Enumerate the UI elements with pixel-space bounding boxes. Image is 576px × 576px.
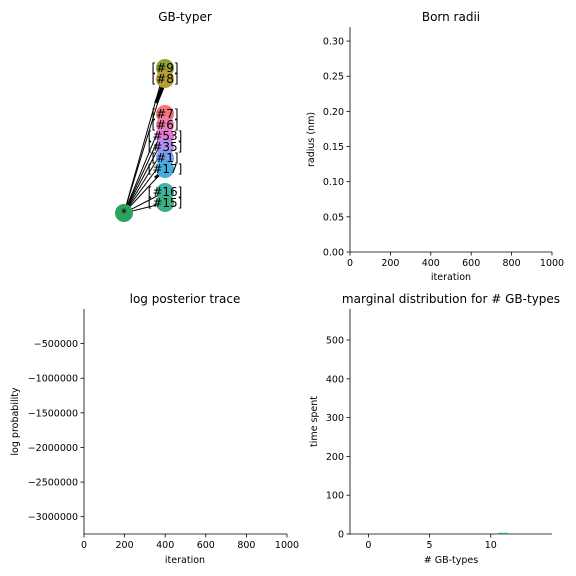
marginal-y-label: time spent bbox=[309, 396, 320, 447]
born-radii-x-tick-label: 600 bbox=[462, 258, 480, 269]
tree-node-label: [#9] bbox=[151, 61, 178, 75]
tree-edges bbox=[123, 67, 166, 214]
born-radii-y-tick-label: 0.30 bbox=[323, 37, 344, 48]
log-posterior-y-tick-label: −500000 bbox=[34, 339, 78, 350]
born-radii-x-ticks: 0 200 400 600 800 1000 bbox=[347, 252, 564, 269]
tree-node bbox=[156, 160, 174, 178]
tree-node-label: [#17] bbox=[148, 162, 183, 176]
born-radii-title: Born radii bbox=[422, 10, 480, 24]
born-radii-x-tick-label: 1000 bbox=[540, 258, 564, 269]
log-posterior-x-tick-label: 200 bbox=[116, 540, 134, 551]
log-posterior-y-tick-label: −1500000 bbox=[28, 408, 78, 419]
log-posterior-x-ticks: 0 200 400 600 800 1000 bbox=[81, 534, 299, 551]
marginal-y-tick-label: 0 bbox=[338, 530, 344, 541]
log-posterior-y-tick-label: −2500000 bbox=[28, 478, 78, 489]
marginal-distribution-title: marginal distribution for # GB-types bbox=[342, 292, 560, 306]
tree-edge bbox=[123, 67, 166, 214]
tree-node-label: [#53] bbox=[148, 129, 183, 143]
tree-nodes: [#9][#8] [#7][#6][#53][#35][#1][#17] [#16]… bbox=[115, 59, 182, 222]
gb-typer-panel: GB-typer [#9][#8][#7][#6][#53][#35][#1][… bbox=[115, 10, 212, 222]
marginal-y-tick-label: 100 bbox=[326, 491, 344, 502]
born-radii-y-label: radius (nm) bbox=[306, 112, 317, 167]
marginal-x-ticks: 0 5 10 bbox=[365, 534, 497, 551]
tree-node-label: [#6] bbox=[151, 118, 178, 132]
born-radii-y-tick-label: 0.15 bbox=[323, 142, 344, 153]
log-posterior-x-tick-label: 600 bbox=[197, 540, 215, 551]
log-posterior-y-tick-label: −3000000 bbox=[28, 512, 78, 523]
tree-node bbox=[156, 70, 174, 88]
marginal-distribution-panel: marginal distribution for # GB-types 0 5 1… bbox=[309, 292, 560, 566]
marginal-bar bbox=[498, 532, 508, 534]
marginal-y-tick-label: 200 bbox=[326, 452, 344, 463]
tree-node-label: [#8] bbox=[151, 72, 178, 86]
born-radii-x-tick-label: 0 bbox=[347, 258, 353, 269]
tree-node-label: [#16] bbox=[148, 185, 183, 199]
marginal-y-tick-label: 400 bbox=[326, 374, 344, 385]
marginal-bars bbox=[498, 532, 508, 534]
log-posterior-x-tick-label: 0 bbox=[81, 540, 87, 551]
born-radii-x-tick-label: 400 bbox=[422, 258, 440, 269]
marginal-y-ticks: 0 100 200 300 400 500 bbox=[326, 336, 350, 541]
log-posterior-y-ticks: −500000 −1000000 −1500000 −2000000 −2500000 −… bbox=[28, 339, 84, 523]
marginal-y-tick-label: 500 bbox=[326, 336, 344, 347]
born-radii-x-label: iteration bbox=[431, 272, 471, 283]
tree-node bbox=[156, 194, 174, 212]
born-radii-x-tick-label: 800 bbox=[503, 258, 521, 269]
log-posterior-y-tick-label: −1000000 bbox=[28, 374, 78, 385]
log-posterior-x-tick-label: 1000 bbox=[275, 540, 299, 551]
marginal-x-tick-label: 10 bbox=[485, 540, 497, 551]
marginal-x-label: # GB-types bbox=[424, 555, 479, 566]
born-radii-y-tick-label: 0.00 bbox=[323, 248, 344, 259]
tree-root-label: * bbox=[121, 206, 127, 220]
born-radii-y-tick-label: 0.10 bbox=[323, 177, 344, 188]
log-posterior-y-label: log probability bbox=[10, 387, 21, 456]
log-posterior-panel: log posterior trace 0 200 400 600 800 1000 −5… bbox=[10, 292, 299, 566]
tree-node-label: [#35] bbox=[148, 140, 183, 154]
tree-node-label: [#1] bbox=[151, 151, 178, 165]
log-posterior-x-label: iteration bbox=[165, 555, 205, 566]
born-radii-y-tick-label: 0.20 bbox=[323, 107, 344, 118]
log-posterior-y-tick-label: −2000000 bbox=[28, 443, 78, 454]
born-radii-y-ticks: 0.00 0.05 0.10 0.15 0.20 0.25 0.30 bbox=[323, 37, 350, 259]
born-radii-y-tick-label: 0.05 bbox=[323, 212, 344, 223]
marginal-y-tick-label: 300 bbox=[326, 413, 344, 424]
tree-root-node bbox=[115, 204, 133, 222]
born-radii-y-tick-label: 0.25 bbox=[323, 72, 344, 83]
marginal-x-tick-label: 5 bbox=[427, 540, 433, 551]
tree-node-label: [#15] bbox=[148, 196, 183, 210]
born-radii-x-tick-label: 200 bbox=[381, 258, 399, 269]
log-posterior-title: log posterior trace bbox=[130, 292, 241, 306]
log-posterior-x-tick-label: 800 bbox=[237, 540, 255, 551]
born-radii-panel: Born radii 0 200 400 600 800 1000 0.00 0.05 0.1… bbox=[306, 10, 564, 283]
tree-edge-arrowhead bbox=[154, 85, 165, 104]
gb-typer-title: GB-typer bbox=[158, 10, 212, 24]
marginal-x-tick-label: 0 bbox=[365, 540, 371, 551]
tree-node-label: [#7] bbox=[151, 107, 178, 121]
log-posterior-x-tick-label: 400 bbox=[156, 540, 174, 551]
